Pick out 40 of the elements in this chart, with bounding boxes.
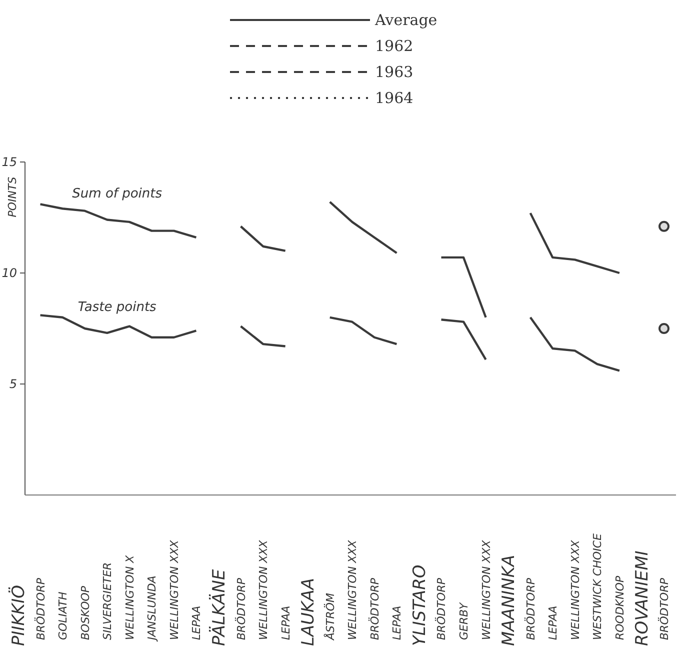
x-tick-label: ÅSTRÖM (322, 592, 337, 641)
x-tick-label: SILVERGIETER (101, 562, 114, 640)
text: PÄLKÄNE (208, 569, 230, 646)
x-tick-label: ROODKNOP (613, 575, 626, 640)
x-tick-label: WELLINGTON XXX (168, 540, 181, 640)
x-tick-label: GERBY (458, 602, 471, 640)
legend-label: 1962 (375, 37, 414, 55)
x-tick-label: LEPAA (279, 606, 292, 640)
x-tick-label: WESTWICK CHOICE (591, 533, 604, 640)
x-tick-label: LEPAA (546, 606, 560, 640)
x-tick-label: JANSLUNDA (146, 576, 159, 642)
x-tick-label: GOLIATH (56, 592, 70, 640)
x-tick-label: BRÖDTORP (657, 578, 671, 640)
legend-label: 1964 (375, 89, 414, 107)
y-tick-label: 15 (2, 154, 17, 169)
y-axis-title: POINTS (6, 176, 19, 218)
text: YLISTARO (410, 564, 430, 646)
annotation: Sum of points (72, 186, 162, 202)
x-tick-label: LEPAA (390, 606, 404, 640)
x-tick-label: BRÖDTORP (33, 578, 48, 640)
y-tick-label: 5 (9, 376, 17, 391)
x-tick-label: WELLINGTON X (123, 554, 136, 640)
x-tick-label: WELLINGTON XXX (346, 540, 360, 640)
x-tick-label: LEPAA (190, 606, 204, 640)
x-tick-label: WELLINGTON XXX (257, 540, 270, 640)
text: LAUKAA (298, 578, 319, 646)
text: ROVANIEMI (632, 550, 653, 646)
x-tick-label: WELLINGTON XXX (480, 540, 493, 640)
text: PIIKKIÖ (8, 585, 29, 646)
annotation: Taste points (78, 300, 157, 315)
x-tick-label: BRÖDTORP (434, 578, 448, 640)
y-tick-label: 10 (2, 266, 18, 280)
x-tick-label: BOSKOOP (78, 586, 92, 640)
text: Average (374, 11, 438, 29)
x-tick-label: WELLINGTON XXX (568, 540, 582, 640)
x-tick-label: BRÖDTORP (234, 578, 248, 640)
x-tick-label: BRÖDTORP (523, 578, 538, 640)
legend-label: 1963 (375, 63, 414, 81)
text: MAANINKA (499, 554, 520, 646)
x-tick-label: BRÖDTORP (367, 578, 382, 640)
